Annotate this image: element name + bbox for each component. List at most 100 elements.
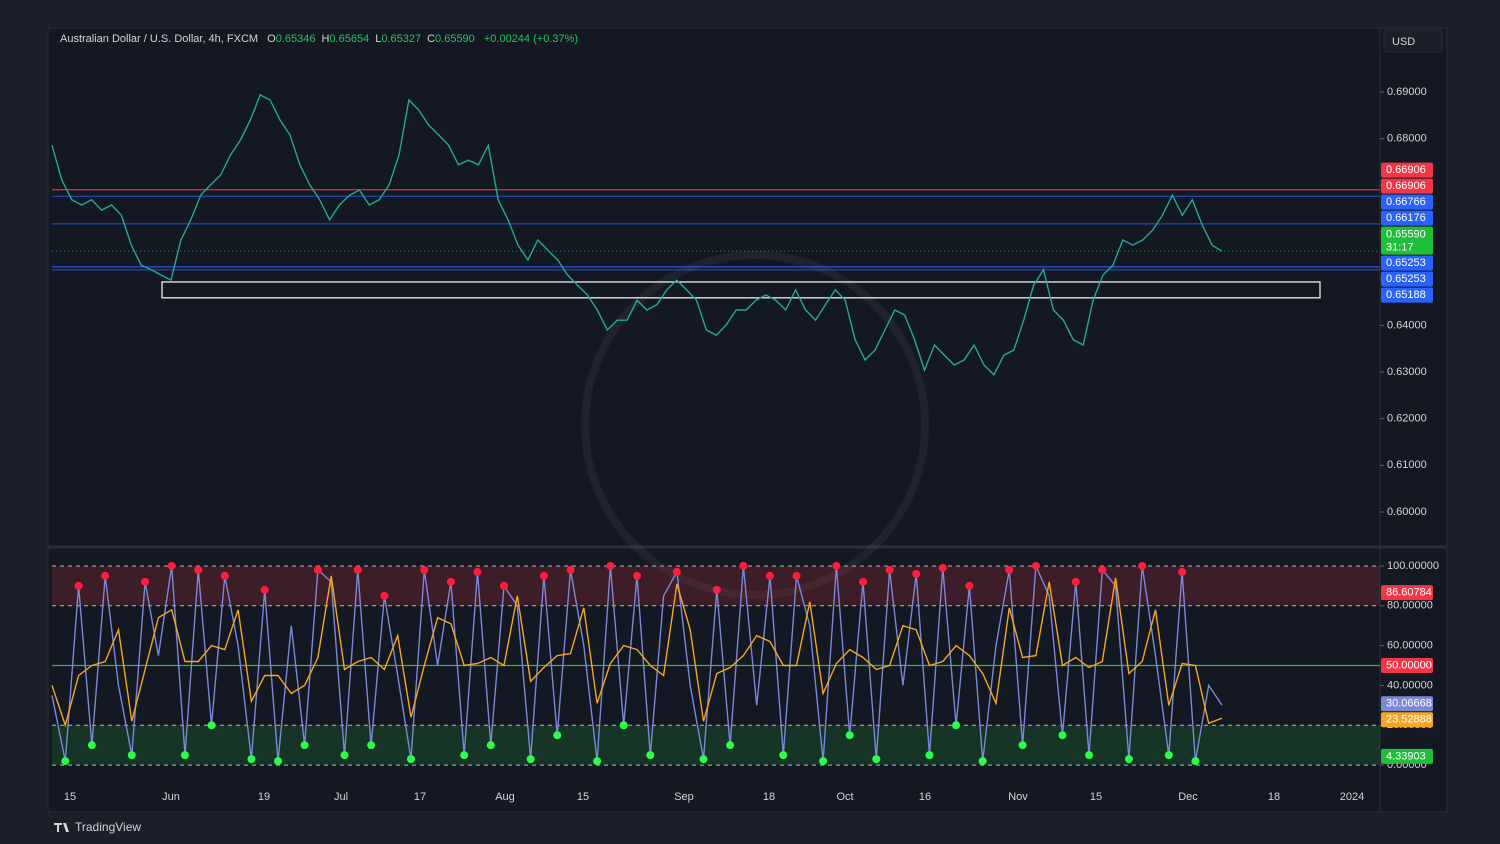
signal-high	[765, 571, 774, 580]
level-label-box	[1381, 210, 1433, 226]
signal-high	[859, 577, 868, 586]
level-label: 0.66906	[1386, 180, 1426, 192]
signal-low	[61, 757, 70, 766]
signal-low	[593, 757, 602, 766]
signal-high	[380, 591, 389, 600]
ohlc-value: 0.65346	[275, 33, 316, 45]
signal-low	[180, 751, 189, 760]
level-label: 0.66766	[1386, 196, 1426, 208]
x-tick-label: 15	[64, 791, 76, 803]
signal-low	[845, 731, 854, 740]
x-tick-label: 18	[763, 791, 775, 803]
level-label: 86.60784	[1386, 587, 1432, 599]
signal-high	[566, 565, 575, 574]
signal-low	[779, 751, 788, 760]
level-label-box	[1381, 162, 1433, 178]
level-label-box	[1381, 696, 1433, 712]
signal-high	[313, 565, 322, 574]
signal-low	[526, 755, 535, 764]
oscillator-line	[51, 575, 1223, 728]
level-label-box	[1381, 226, 1433, 255]
x-tick-label: 18	[1268, 791, 1280, 803]
signal-high	[74, 581, 83, 590]
countdown: 31:17	[1386, 242, 1414, 254]
x-tick-label: 17	[414, 791, 426, 803]
signal-low	[1164, 751, 1173, 760]
ohlc-value: 0.65654	[329, 33, 370, 45]
signal-low	[699, 755, 708, 764]
signal-high	[500, 581, 509, 590]
y-tick-label: 0.63000	[1387, 366, 1427, 378]
level-label-box	[1381, 178, 1433, 194]
price-line	[51, 93, 1223, 376]
signal-low	[819, 757, 828, 766]
signal-high	[1098, 565, 1107, 574]
signal-high	[1031, 561, 1040, 570]
y-tick-label: 0.61000	[1387, 459, 1427, 471]
signal-high	[260, 585, 269, 594]
ohlc-value: 0.65327	[381, 33, 422, 45]
chart-frame	[47, 27, 1448, 813]
signal-low	[87, 741, 96, 750]
signal-low	[978, 757, 987, 766]
signal-high	[167, 561, 176, 570]
currency-box[interactable]	[1383, 29, 1443, 53]
signal-high	[194, 565, 203, 574]
signal-low	[619, 721, 628, 730]
currency[interactable]: USD	[1392, 36, 1415, 48]
brand[interactable]: TradingView	[75, 820, 141, 834]
signal-high	[792, 571, 801, 580]
symbol: Australian Dollar / U.S. Dollar, 4h, FXC…	[60, 33, 259, 45]
signal-low	[460, 751, 469, 760]
level-label: 0.65590	[1386, 229, 1426, 241]
signal-low	[1018, 741, 1027, 750]
signal-high	[141, 577, 150, 586]
signal-high	[353, 565, 362, 574]
x-tick-label: 15	[577, 791, 589, 803]
level-label-box	[1381, 585, 1433, 601]
signal-high	[446, 577, 455, 586]
signal-high	[606, 561, 615, 570]
signal-low	[274, 757, 283, 766]
y-tick-label: 0.64000	[1387, 319, 1427, 331]
signal-high	[633, 571, 641, 580]
signal-high	[885, 565, 894, 574]
level-label-box	[1381, 194, 1433, 210]
level-label: 0.66176	[1386, 212, 1426, 224]
level-label-box	[1381, 748, 1433, 764]
signal-low	[553, 731, 562, 740]
signal-low	[726, 741, 735, 750]
level-label: 0.65253	[1386, 257, 1426, 269]
level-label: 0.65188	[1386, 289, 1426, 301]
signal-high	[1071, 577, 1080, 586]
signal-low	[872, 755, 881, 764]
ohlc-key: O	[267, 33, 276, 45]
watermark	[581, 251, 929, 599]
level-label: 0.65253	[1386, 273, 1426, 285]
signal-low	[247, 755, 256, 764]
level-label: 30.06668	[1386, 698, 1432, 710]
level-label: 50.00000	[1386, 659, 1432, 671]
signal-low	[646, 751, 655, 760]
signal-high	[712, 585, 721, 594]
x-tick-label: 16	[919, 791, 931, 803]
signal-high	[539, 571, 548, 580]
ohlc-key: H	[321, 33, 330, 45]
x-tick-label: Jun	[162, 791, 180, 803]
signal-low	[127, 751, 136, 760]
signal-low	[952, 721, 961, 730]
level-label-box	[1381, 658, 1433, 674]
signal-high	[912, 569, 921, 578]
signal-high	[739, 561, 748, 570]
x-tick-label: Dec	[1178, 791, 1198, 803]
y-tick-label: 0.69000	[1387, 86, 1427, 98]
signal-low	[207, 721, 216, 730]
x-tick-label: Oct	[836, 791, 853, 803]
signal-high	[672, 567, 681, 576]
level-label-box	[1381, 255, 1433, 271]
level-label-box	[1381, 271, 1433, 287]
signal-low	[1058, 731, 1067, 740]
signal-high	[938, 563, 947, 572]
signal-high	[965, 581, 974, 590]
ohlc-key: L	[375, 33, 382, 45]
